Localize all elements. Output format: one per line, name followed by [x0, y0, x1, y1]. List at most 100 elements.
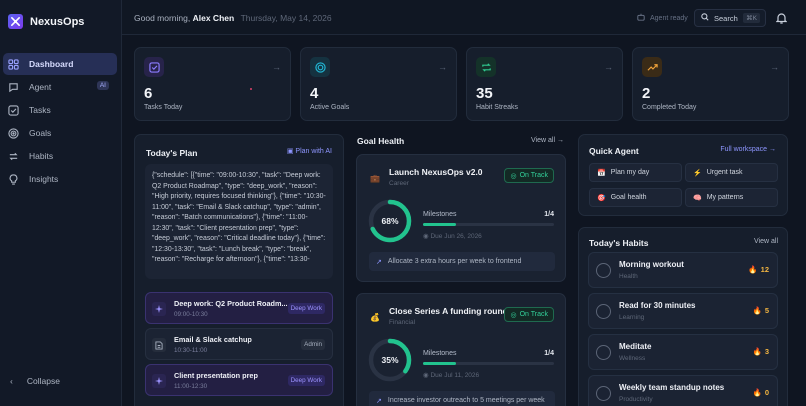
habit-checkbox[interactable]: [596, 345, 611, 360]
sidebar-item-goals[interactable]: Goals: [3, 122, 117, 144]
streak-count: 3: [764, 347, 769, 356]
habit-name: Weekly team standup notes: [619, 383, 725, 392]
milestone-progress-bar: [423, 223, 554, 226]
urgent-task-button[interactable]: ⚡ Urgent task: [685, 163, 778, 182]
arrow-right-icon: →: [604, 62, 613, 72]
sidebar-item-agent[interactable]: Agent AI: [3, 76, 117, 98]
search-shortcut: ⌘K: [743, 13, 760, 23]
milestones-count: 1/4: [544, 350, 554, 357]
plan-with-ai-button[interactable]: ▣ Plan with AI: [287, 147, 332, 155]
habit-name: Meditate: [619, 342, 652, 351]
list-item[interactable]: Email & Slack catchup 10:30-11:00 Admin: [145, 328, 333, 360]
stat-tasks-today[interactable]: → 6 Tasks Today: [134, 47, 291, 121]
my-patterns-button[interactable]: 🧠 My patterns: [685, 188, 778, 207]
habit-item[interactable]: Read for 30 minutes Learning 🔥 5: [588, 293, 778, 329]
target-icon: 🎯: [597, 194, 606, 202]
arrow-right-icon: →: [769, 146, 776, 153]
milestone-progress-bar: [423, 362, 554, 365]
plan-item-time: 11:00-12:30: [174, 383, 208, 390]
current-date: Thursday, May 14, 2026: [240, 13, 332, 23]
habit-category: Productivity: [619, 396, 653, 403]
panel-title: Today's Habits: [589, 238, 649, 248]
habit-checkbox[interactable]: [596, 263, 611, 278]
bell-icon[interactable]: [775, 11, 788, 29]
stat-value: 4: [310, 85, 319, 102]
agent-status-icon: [637, 13, 645, 23]
habit-category: Wellness: [619, 355, 646, 362]
habit-item[interactable]: Meditate Wellness 🔥 3: [588, 334, 778, 370]
app-name: NexusOps: [30, 15, 85, 28]
flame-icon: 🔥: [752, 388, 762, 397]
topbar: Good morning, Alex Chen Thursday, May 14…: [122, 0, 806, 35]
stat-active-goals[interactable]: → 4 Active Goals: [300, 47, 457, 121]
habit-streak: 🔥 12: [748, 265, 769, 274]
arrow-right-icon: →: [556, 137, 564, 144]
panel-title: Quick Agent: [589, 146, 639, 156]
goals-view-all-link[interactable]: View all →: [531, 137, 564, 144]
arrow-right-icon: →: [770, 62, 779, 72]
todays-plan-panel: Today's Plan ▣ Plan with AI {"schedule":…: [134, 134, 344, 406]
agent-status-text: Agent ready: [650, 14, 688, 22]
sidebar-item-insights[interactable]: Insights: [3, 168, 117, 190]
collapse-label: Collapse: [26, 376, 60, 386]
collapse-button[interactable]: ‹ Collapse: [10, 376, 60, 386]
brain-icon: 🧠: [693, 194, 702, 202]
stat-completed-today[interactable]: → 2 Completed Today: [632, 47, 789, 121]
logo[interactable]: NexusOps: [8, 14, 84, 29]
repeat-icon: [476, 57, 496, 77]
goal-category: Career: [389, 180, 409, 187]
status-badge: ◎ On Track: [504, 307, 554, 322]
plan-item-tag: Deep Work: [287, 375, 325, 386]
sidebar-item-habits[interactable]: Habits: [3, 145, 117, 167]
habit-item[interactable]: Morning workout Health 🔥 12: [588, 252, 778, 288]
habit-name: Read for 30 minutes: [619, 301, 696, 310]
suggestion-text: Allocate 3 extra hours per week to front…: [387, 258, 522, 265]
sidebar-item-label: Goals: [29, 128, 52, 138]
view-all-label: View all: [531, 137, 555, 144]
sidebar-item-tasks[interactable]: Tasks: [3, 99, 117, 121]
full-workspace-label: Full workspace: [720, 146, 768, 153]
search-button[interactable]: Search ⌘K: [694, 9, 766, 27]
calendar-icon: ▣: [286, 148, 294, 155]
goal-title: Launch NexusOps v2.0: [389, 167, 483, 177]
full-workspace-link[interactable]: Full workspace →: [720, 146, 776, 153]
list-item[interactable]: Client presentation prep 11:00-12:30 Dee…: [145, 364, 333, 396]
stat-label: Tasks Today: [144, 104, 183, 111]
plan-item-title: Deep work: Q2 Product Roadm...: [174, 299, 288, 308]
habit-checkbox[interactable]: [596, 386, 611, 401]
progress-ring: [368, 338, 412, 382]
plan-item-title: Email & Slack catchup: [174, 335, 252, 344]
greeting-text: Good morning,: [134, 13, 191, 23]
panel-title: Today's Plan: [146, 148, 198, 158]
habit-item[interactable]: Weekly team standup notes Productivity 🔥…: [588, 375, 778, 406]
habit-checkbox[interactable]: [596, 304, 611, 319]
ai-suggestion[interactable]: ↗ Increase investor outreach to 5 meetin…: [369, 391, 555, 406]
progress-percent: 68%: [381, 216, 399, 226]
goals-icon: [8, 127, 19, 139]
goal-health-button[interactable]: 🎯 Goal health: [589, 188, 682, 207]
stat-label: Habit Streaks: [476, 104, 519, 111]
progress-ring: [368, 199, 412, 243]
stat-habit-streaks[interactable]: → 35 Habit Streaks: [466, 47, 623, 121]
sidebar-item-dashboard[interactable]: Dashboard: [3, 53, 117, 75]
ai-suggestion[interactable]: ↗ Allocate 3 extra hours per week to fro…: [369, 252, 555, 271]
goal-card[interactable]: 💰 Close Series A funding round Financial…: [356, 293, 566, 406]
calendar-icon: ◉: [423, 372, 431, 379]
arrow-right-icon: →: [438, 62, 447, 72]
progress-percent: 35%: [381, 355, 399, 365]
goal-card[interactable]: 💼 Launch NexusOps v2.0 Career ◎ On Track…: [356, 154, 566, 282]
chevron-left-icon: ‹: [10, 376, 13, 386]
list-item[interactable]: Deep work: Q2 Product Roadm... 09:00-10:…: [145, 292, 333, 324]
milestone-progress-fill: [423, 223, 456, 226]
due-label: Due Jul 11, 2026: [430, 372, 480, 379]
sidebar-item-label: Tasks: [29, 105, 51, 115]
milestones-label: Milestones: [423, 350, 457, 357]
user-name: Alex Chen: [192, 13, 235, 23]
habit-name: Morning workout: [619, 260, 684, 269]
streak-count: 0: [764, 388, 769, 397]
due-label: Due Jun 26, 2026: [430, 233, 482, 240]
money-bag-icon: 💰: [370, 313, 380, 322]
habit-streak: 🔥 0: [752, 388, 769, 397]
plan-my-day-button[interactable]: 📅 Plan my day: [589, 163, 682, 182]
habits-view-all-link[interactable]: View all: [754, 238, 778, 245]
